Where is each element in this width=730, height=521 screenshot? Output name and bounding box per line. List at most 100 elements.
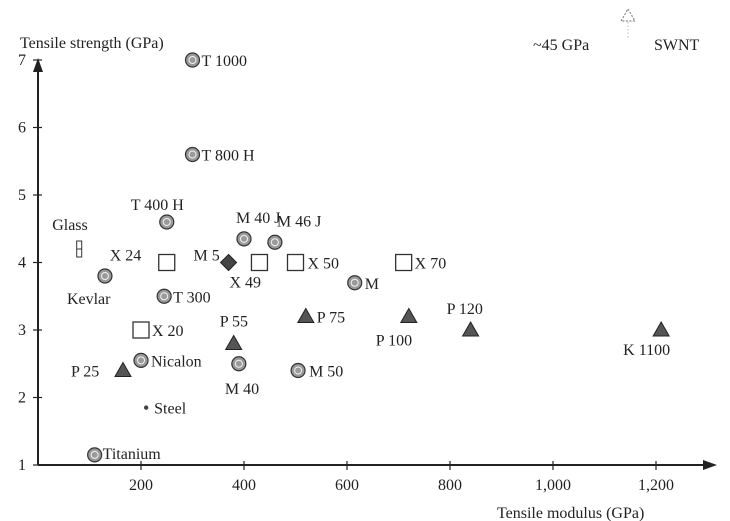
circle-marker	[184, 146, 201, 163]
point-titanium: Titanium	[87, 446, 161, 463]
square-marker	[286, 253, 305, 272]
circle-marker-inner	[188, 56, 197, 64]
circle-marker	[231, 356, 247, 372]
diamond-marker	[219, 253, 238, 272]
circle-marker-inner	[240, 234, 248, 243]
circle-marker	[156, 288, 172, 304]
swnt-triangle-marker	[619, 7, 637, 22]
axes	[33, 58, 717, 470]
point-x-49: X 49	[229, 253, 269, 292]
point-label: T 300	[173, 289, 210, 306]
triangle-marker	[652, 320, 671, 337]
square-marker	[132, 321, 150, 339]
point-p-100: P 100	[376, 307, 418, 350]
point-label: X 50	[308, 256, 340, 273]
point-label: Steel	[154, 401, 187, 418]
point-m-40: M 40	[225, 356, 259, 398]
circle-marker-inner	[350, 278, 359, 287]
point-m-5: M 5	[194, 248, 238, 272]
point-p-25: P 25	[71, 361, 132, 381]
point-label: P 25	[71, 364, 99, 381]
point-m-50: M 50	[290, 362, 343, 381]
square-marker	[394, 253, 413, 272]
point-steel: Steel	[143, 401, 187, 418]
x-tick-label: 400	[232, 477, 256, 494]
point-label: Glass	[52, 217, 88, 234]
circle-marker-inner	[294, 366, 303, 375]
point-x-50: X 50	[286, 253, 340, 273]
point-kevlar: Kevlar	[67, 268, 113, 308]
circle-marker-inner	[137, 356, 145, 365]
triangle-marker	[224, 334, 243, 350]
point-t-400-h: T 400 H	[131, 197, 184, 230]
point-label: X 24	[110, 248, 142, 265]
circle-marker	[159, 214, 175, 230]
point-label: T 400 H	[131, 197, 184, 214]
x-tick-label: 200	[129, 477, 153, 494]
point-label: M 5	[194, 248, 220, 265]
triangle-marker	[114, 361, 132, 377]
point-label: Nicalon	[151, 353, 202, 370]
point-x-70: X 70	[394, 253, 447, 273]
y-tick-label: 2	[18, 390, 26, 407]
x-tick-label: 800	[438, 477, 462, 494]
circle-marker-inner	[160, 292, 169, 301]
y-tick-label: 6	[18, 120, 26, 137]
circle-marker-inner	[162, 218, 171, 226]
point-x-24: X 24	[110, 248, 176, 272]
point-label: K 1100	[623, 342, 670, 359]
triangle-marker	[399, 307, 418, 323]
point-k-1100: K 1100	[623, 320, 671, 359]
y-tick-label: 4	[18, 255, 26, 272]
point-t-800-h: T 800 H	[184, 146, 255, 165]
dot-marker	[143, 405, 149, 410]
x-tick-label: 1,000	[535, 477, 571, 494]
point-t-300: T 300	[156, 288, 211, 306]
swnt-strength-note: ~45 GPa	[533, 37, 589, 54]
y-axis-label: Tensile strength (GPa)	[20, 35, 164, 52]
point-glass: Glass	[52, 217, 88, 258]
point-m: M	[347, 275, 379, 293]
circle-marker	[290, 362, 306, 379]
circle-marker	[236, 231, 252, 247]
circle-marker-inner	[234, 359, 243, 368]
point-m-40-j: M 40 J	[236, 210, 280, 247]
point-label: X 70	[415, 256, 447, 273]
point-label: M 40 J	[236, 210, 280, 227]
triangle-marker	[296, 307, 315, 323]
x-axis-arrow	[703, 460, 717, 470]
point-x-20: X 20	[132, 321, 184, 340]
point-label: P 120	[447, 301, 483, 318]
point-label: P 55	[220, 314, 248, 331]
point-label: Kevlar	[67, 291, 111, 308]
y-tick-label: 3	[18, 322, 26, 339]
point-m-46-j: M 46 J	[267, 213, 321, 250]
circle-marker-inner	[100, 272, 109, 280]
ticks: 1 2 3 4 5 6 7 200 400 600 800 1,000 1,200	[18, 52, 674, 494]
point-p-120: P 120	[447, 301, 483, 337]
circle-marker-inner	[90, 450, 99, 459]
swnt-label: SWNT	[654, 37, 700, 54]
point-label: X 20	[152, 323, 184, 340]
point-nicalon: Nicalon	[133, 352, 202, 370]
point-label: T 800 H	[202, 148, 255, 165]
x-tick-label: 1,200	[638, 477, 674, 494]
point-t-1000: T 1000	[184, 52, 247, 70]
y-tick-label: 5	[18, 187, 26, 204]
x-axis-label: Tensile modulus (GPa)	[497, 505, 644, 521]
point-label: M 50	[309, 364, 343, 381]
point-label: X 49	[229, 275, 261, 292]
circle-marker	[267, 234, 283, 250]
circle-marker	[184, 52, 201, 68]
circle-marker	[347, 275, 363, 291]
circle-marker	[87, 447, 103, 463]
x-tick-label: 600	[335, 477, 359, 494]
y-axis-arrow	[33, 58, 43, 72]
point-label: T 1000	[202, 53, 247, 70]
swnt-marker	[619, 7, 637, 38]
circle-marker	[97, 268, 113, 284]
point-label: M	[365, 276, 379, 293]
point-label: P 75	[317, 310, 345, 327]
